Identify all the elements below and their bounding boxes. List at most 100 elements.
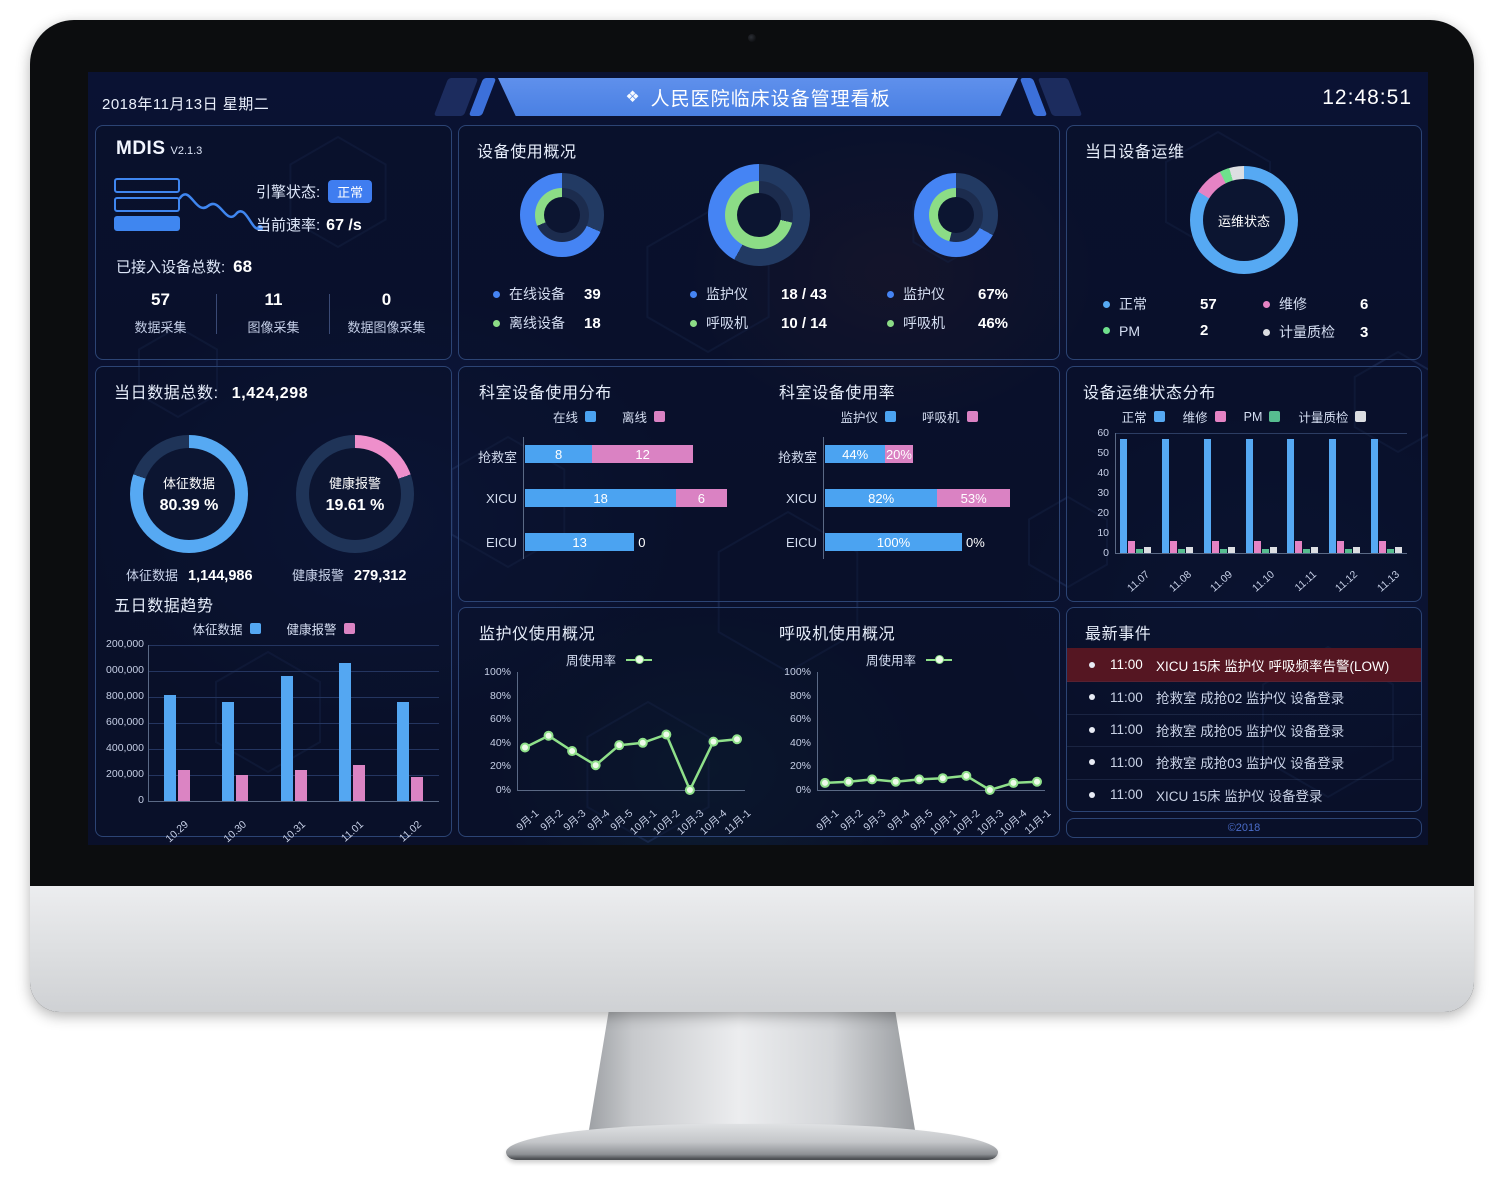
legend-swatch [249,623,261,634]
bar [1170,541,1178,553]
legend-item: 维修 [1183,407,1226,426]
bar [1162,439,1170,553]
event-row: 11:00 抢救室 成抢03 监护仪 设备登录 [1067,746,1421,780]
y-tick-label: 80% [489,689,511,702]
event-time: 11:00 [1110,787,1143,803]
x-tick-label: 11.09 [1208,568,1236,595]
collector-stats: 57 数据采集 11 图像采集 0 数据图像采集 [104,286,443,344]
legend-item: PM 2 [1103,322,1243,339]
bar [396,702,409,801]
y-tick-label: 10 [1097,527,1109,539]
x-tick-label: 11.13 [1375,568,1403,595]
donut-chart [929,188,983,242]
panel-mdis-title: MDIS V2.1.3 [116,138,203,159]
monitor-usage-chart: 监护仪使用概况 周使用率 0% 20% 40% 60% 80% 100% 9月-1 9月-2 9月-… [459,608,759,837]
y-tick-label: 60% [489,713,511,726]
legend-swatch [1269,411,1281,422]
donut-chart [535,188,589,242]
chart-title: 科室设备使用率 [779,385,896,402]
bar-segment: 6 [676,489,727,507]
legend-dot [1103,300,1110,308]
y-tick-label: 80% [789,689,811,702]
bar [1336,541,1344,553]
bar-value: 0 [638,535,646,550]
legend-swatch [1214,411,1226,422]
legend-item: 呼吸机 10 / 14 [690,313,840,333]
bar [1178,549,1186,553]
bullet-icon [1089,661,1095,668]
event-row: 11:00 XICU 15床 监护仪 设备登录 [1067,778,1421,811]
signal-wave-icon [178,193,263,231]
category-label: EICU [485,535,517,550]
y-tick-label: 100% [784,666,811,678]
legend-item: 健康报警 [287,619,355,638]
legend-dot [887,319,894,327]
chart-legend: 周使用率 [459,650,759,669]
bar [1186,547,1194,553]
legend-item: 在线 [553,407,596,426]
chart-title: 设备运维状态分布 [1083,385,1216,402]
x-tick-label: 11.08 [1166,568,1194,595]
bar [410,776,423,801]
bar [338,662,351,801]
event-text: 抢救室 成抢05 监护仪 设备登录 [1156,723,1345,739]
legend-item: 在线设备 39 [493,284,643,304]
bullet-icon [1089,791,1095,798]
legend-item: 监护仪 18 / 43 [690,284,840,304]
y-tick-label: 50 [1097,447,1109,459]
chart-legend: 正常 维修 PM 计量质检 [1067,407,1421,426]
bar-segment: 53% [937,489,1010,507]
bar-value: 0% [966,535,985,550]
category-label: 抢救室 [477,450,517,465]
engine-status-row: 引擎状态: 正常 [256,180,373,203]
x-tick-label: 11.12 [1333,568,1361,595]
panel-title: 设备使用概况 [477,144,577,161]
legend-dot [1103,327,1110,334]
y-tick-label: 40% [489,736,511,749]
monitor-bezel: 2018年11月13日 星期二 ❖ 人民医院临床设备管理看板 12:48:51 … [30,20,1474,1012]
donut-chart: 体征数据 80.39 % [130,435,248,553]
bar [1261,549,1269,553]
legend-dot [493,290,500,298]
chart-title: 呼吸机使用概况 [779,626,896,643]
chart-legend: 在线 离线 [459,407,759,426]
page-title-banner: ❖ 人民医院临床设备管理看板 [498,78,1018,116]
bar-segment: 20% [885,445,913,463]
category-label: XICU [485,491,517,506]
collector-stat: 11 图像采集 [217,286,330,344]
usage-donut-group: 状态在线设备39离线设备18 [467,156,657,356]
bar [1352,547,1360,553]
monitor-stand-base [506,1124,998,1160]
legend-item: 正常 [1122,407,1165,426]
y-tick-label: 40% [789,736,811,749]
y-tick-label: 20% [789,760,811,773]
connected-total-row: 已接入设备总数: 68 [116,257,253,276]
legend-item: 体征数据 [192,619,261,638]
donut-center-label: 健康报警 19.61 % [325,476,385,514]
webcam-icon [748,34,756,42]
legend-item: 监护仪 67% [887,284,1037,304]
chart-title: 监护仪使用概况 [479,626,596,643]
bar [1203,439,1211,553]
server-icon [114,178,264,244]
bar [178,770,191,801]
data-total-value: 1,424,298 [231,385,309,402]
event-time: 11:00 [1110,689,1143,705]
chart-title: 科室设备使用分布 [479,385,612,402]
legend-item: 呼吸机 [922,407,978,426]
bar-segment: 8 [525,445,593,463]
panel-data-today: 当日数据总数: 1,424,298 体征数据 80.39 % 健康报警 19.61 %… [95,366,452,845]
donut-chart: 运维状态 [1190,166,1298,274]
bar-segment: 13 [525,533,635,551]
y-tick-label: 40 [1097,467,1109,479]
bar-segment: 18 [525,489,677,507]
panel-title: 最新事件 [1085,626,1152,643]
bar [1378,541,1386,553]
legend-item: 离线 [622,407,666,426]
bar [1269,547,1277,553]
line-legend-icon [626,655,652,664]
legend-swatch [1153,411,1165,422]
dept-distribution-chart: 科室设备使用分布 在线 离线 抢救室 8 12 XICU 18 6 EICU 13 0 [459,367,759,601]
y-tick-label: 60% [789,713,811,726]
